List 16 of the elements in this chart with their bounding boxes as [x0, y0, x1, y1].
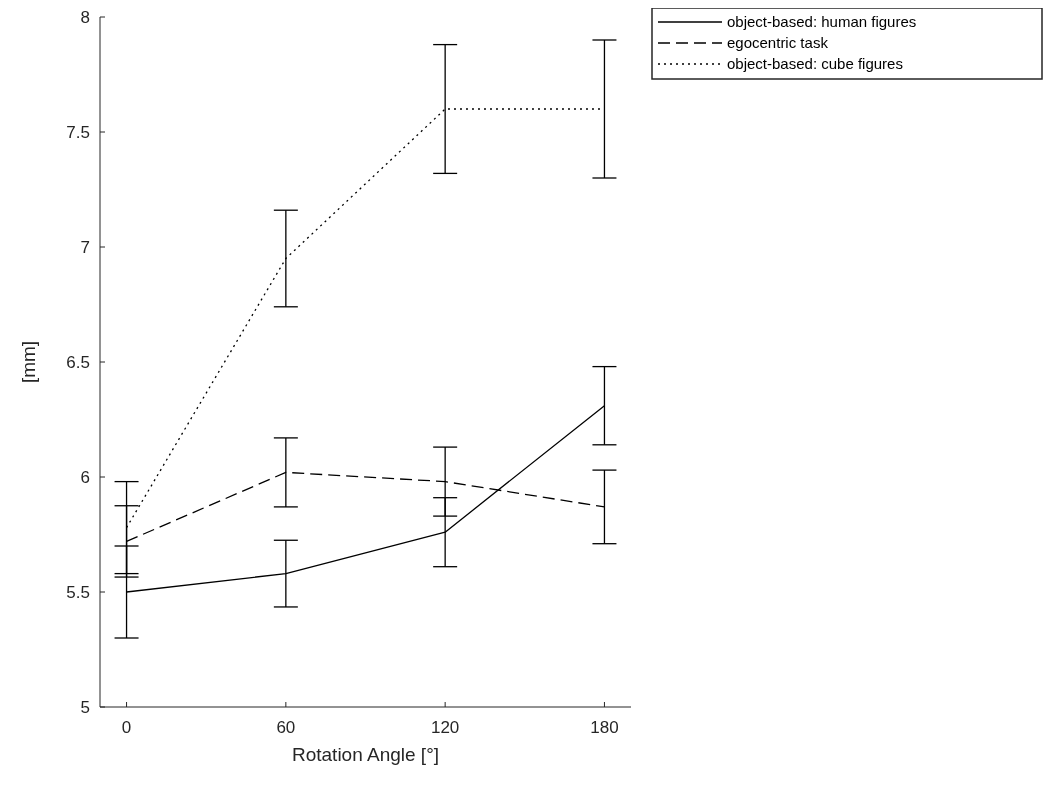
y-tick-label: 6.5 — [66, 353, 90, 372]
legend-label: object-based: cube figures — [727, 55, 903, 72]
y-tick-label: 6 — [80, 468, 90, 487]
legend-label: object-based: human figures — [727, 13, 917, 30]
x-tick-label: 0 — [121, 718, 132, 737]
y-axis-title: [mm] — [18, 340, 39, 384]
x-tick-label: 120 — [430, 718, 460, 737]
y-tick-label: 5 — [80, 698, 90, 717]
y-tick-label: 7.5 — [66, 123, 90, 142]
legend-label: egocentric task — [727, 34, 829, 51]
x-tick-label: 180 — [590, 718, 619, 737]
y-tick-label: 8 — [80, 8, 90, 27]
x-axis-title: Rotation Angle [°] — [291, 744, 440, 765]
y-tick-label: 7 — [80, 238, 90, 257]
x-tick-label: 60 — [276, 718, 296, 737]
y-tick-label: 5.5 — [66, 583, 90, 602]
